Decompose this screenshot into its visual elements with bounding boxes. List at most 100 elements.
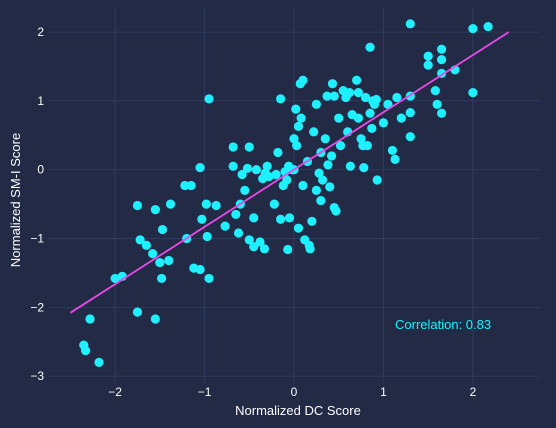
y-tick-label: 1	[37, 94, 44, 108]
data-point	[157, 224, 168, 235]
data-point	[195, 163, 205, 173]
data-point	[396, 113, 406, 123]
data-point	[430, 85, 440, 96]
data-point	[311, 185, 321, 195]
data-point	[255, 237, 265, 247]
data-point	[165, 199, 176, 209]
data-point	[390, 154, 400, 164]
data-point	[405, 132, 415, 142]
data-point	[233, 228, 244, 238]
data-point	[344, 88, 355, 98]
x-axis-ticks: −2 −1 0 1 2	[108, 385, 476, 399]
data-point	[228, 142, 238, 152]
y-tick-label: −1	[30, 232, 44, 246]
data-point	[360, 92, 371, 103]
data-point	[331, 206, 341, 216]
data-point	[135, 235, 145, 245]
data-point	[283, 244, 293, 255]
data-point	[94, 357, 104, 367]
data-point	[242, 163, 253, 173]
data-point	[329, 91, 339, 101]
data-point	[251, 165, 262, 175]
data-point	[335, 141, 346, 151]
data-point	[352, 75, 362, 85]
data-point	[423, 51, 433, 61]
data-point	[323, 160, 333, 170]
data-points	[79, 19, 493, 367]
data-point	[211, 200, 221, 211]
data-point	[367, 123, 377, 134]
data-point	[284, 213, 295, 223]
data-point	[249, 213, 259, 223]
x-axis-label: Normalized DC Score	[235, 403, 361, 418]
data-point	[298, 75, 308, 85]
data-point	[371, 94, 381, 105]
data-point	[155, 257, 165, 268]
data-point	[186, 180, 196, 191]
data-point	[264, 171, 274, 182]
data-point	[204, 273, 214, 284]
data-point	[362, 141, 372, 151]
y-axis-ticks: −3 −2 −1 0 1 2	[30, 25, 44, 383]
data-point	[293, 121, 304, 131]
data-point	[150, 314, 160, 324]
data-point	[197, 214, 207, 224]
data-point	[437, 108, 447, 118]
data-point	[353, 88, 364, 98]
data-point	[405, 107, 415, 118]
y-axis-label: Normalized SM-I Score	[8, 133, 23, 267]
data-point	[244, 142, 254, 152]
data-point	[292, 141, 302, 151]
data-point	[202, 231, 212, 242]
data-point	[110, 273, 120, 284]
data-point	[259, 244, 270, 254]
data-point	[269, 199, 279, 209]
data-point	[228, 161, 238, 171]
data-point	[437, 44, 447, 54]
data-point	[201, 199, 211, 209]
data-point	[80, 346, 91, 356]
y-tick-label: 0	[37, 163, 44, 177]
y-tick-label: 2	[37, 25, 44, 39]
data-point	[314, 168, 324, 178]
data-point	[249, 242, 259, 252]
data-point	[392, 92, 402, 103]
data-point	[311, 99, 321, 109]
y-tick-label: −2	[30, 300, 44, 314]
data-point	[275, 94, 286, 104]
data-point	[468, 24, 478, 34]
data-point	[307, 216, 317, 226]
data-point	[372, 175, 382, 185]
data-point	[483, 21, 493, 32]
data-point	[204, 94, 214, 104]
data-point	[157, 273, 167, 284]
data-point	[378, 118, 389, 128]
data-point	[271, 169, 281, 180]
data-point	[356, 134, 366, 144]
x-tick-label: 2	[470, 385, 477, 399]
data-point	[305, 244, 315, 254]
x-tick-label: −2	[108, 385, 122, 399]
data-point	[231, 209, 241, 220]
data-point	[359, 163, 369, 173]
data-point	[282, 175, 292, 185]
data-point	[432, 99, 442, 109]
data-point	[334, 113, 344, 123]
data-point	[244, 235, 254, 245]
data-point	[405, 19, 415, 29]
data-point	[291, 104, 301, 114]
data-point	[387, 145, 397, 156]
data-point	[262, 161, 272, 171]
data-point	[383, 99, 393, 109]
data-point	[318, 175, 328, 185]
x-tick-label: −1	[198, 385, 212, 399]
data-point	[296, 113, 306, 123]
x-tick-label: 0	[291, 385, 298, 399]
data-point	[309, 127, 319, 137]
data-point	[237, 169, 247, 180]
data-point	[365, 108, 375, 118]
data-point	[325, 182, 335, 192]
data-point	[345, 161, 355, 171]
data-point	[437, 55, 447, 65]
data-point	[353, 113, 364, 123]
